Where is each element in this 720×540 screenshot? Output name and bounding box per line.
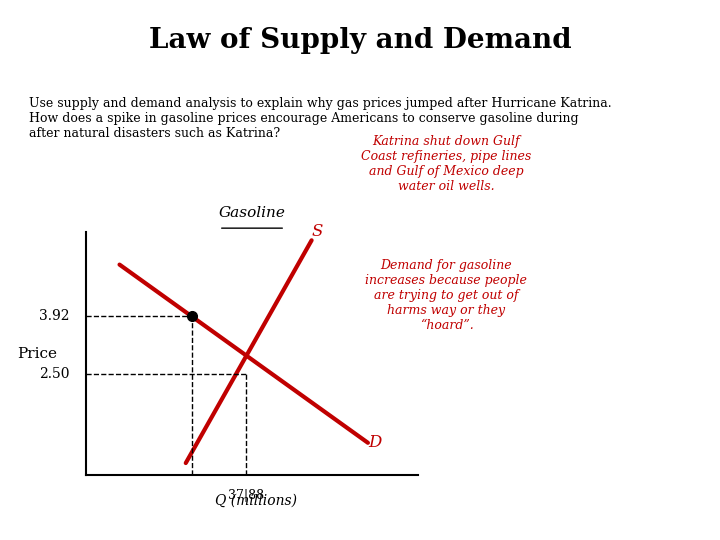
Text: Demand for gasoline
increases because people
are trying to get out of
harms way : Demand for gasoline increases because pe… [366, 259, 527, 332]
Text: Katrina shut down Gulf
Coast refineries, pipe lines
and Gulf of Mexico deep
wate: Katrina shut down Gulf Coast refineries,… [361, 135, 531, 193]
Text: Price: Price [17, 347, 57, 361]
Text: Law of Supply and Demand: Law of Supply and Demand [149, 27, 571, 54]
Text: D: D [368, 434, 382, 451]
Text: 37|88: 37|88 [228, 489, 264, 502]
Text: 3.92: 3.92 [40, 309, 70, 323]
Text: Use supply and demand analysis to explain why gas prices jumped after Hurricane : Use supply and demand analysis to explai… [29, 97, 611, 140]
Text: 2.50: 2.50 [40, 367, 70, 381]
Text: Q (millions): Q (millions) [215, 494, 297, 508]
Text: Gasoline: Gasoline [219, 206, 285, 220]
Text: S: S [312, 224, 323, 240]
